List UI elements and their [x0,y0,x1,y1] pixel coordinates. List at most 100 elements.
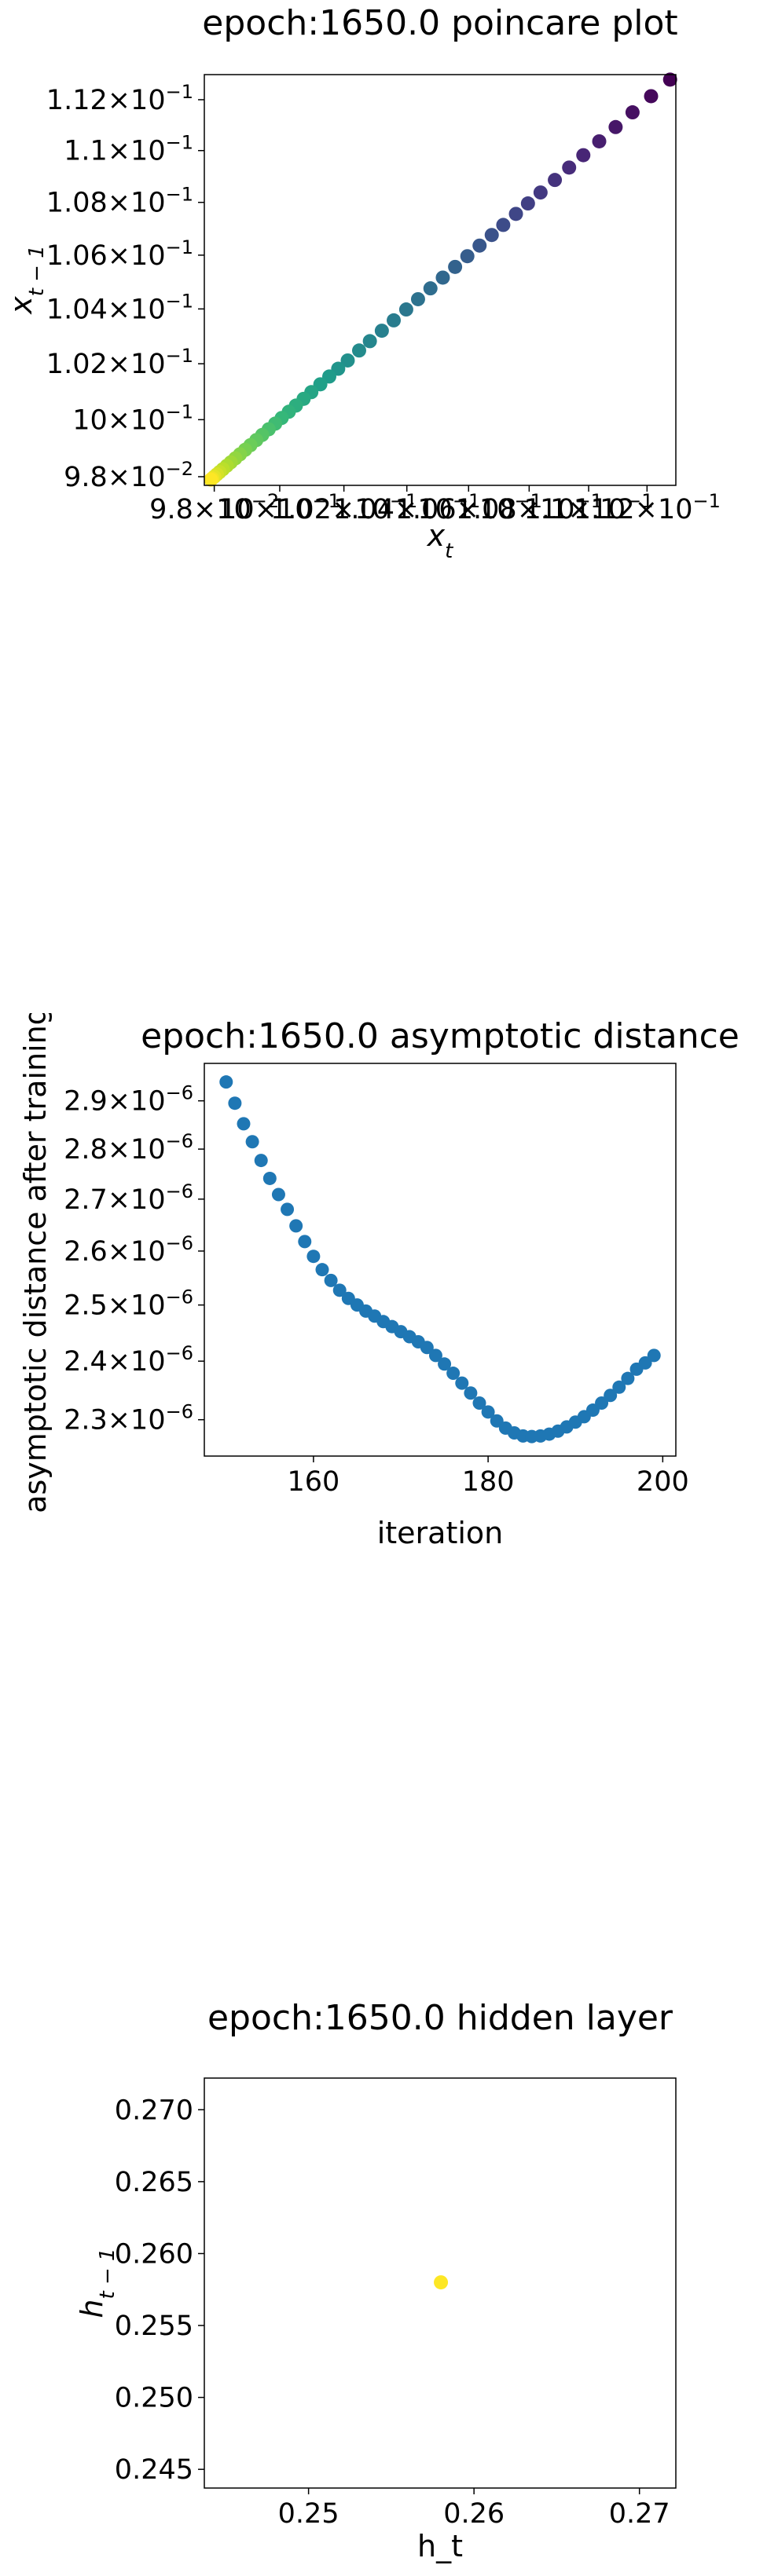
tick-label: 1.1×10−1 [64,132,193,167]
scatter-point [423,281,438,296]
x-axis-label: xt [427,518,454,563]
scatter-point [428,1348,442,1363]
scatter-point [481,1405,495,1419]
y-ticks: 0.245 0.250 0.255 0.260 0.265 0.270 [115,2095,204,2486]
scatter-point [647,1348,661,1363]
scatter-point [446,1367,461,1381]
x-axis-label: h_t [417,2529,463,2563]
scatter-point [281,1202,295,1217]
tick-label: 1.12×10−1 [574,490,721,525]
tick-label: 2.4×10−6 [64,1342,193,1378]
x-ticks: 160 180 200 [287,1456,689,1498]
tick-label: 1.1×10−1 [524,490,654,525]
scatter-point [254,1154,268,1168]
scatter-point [621,1371,635,1385]
scatter-point [228,1096,242,1111]
tick-label: 0.26 [443,2498,505,2530]
tick-label: 1.06×10−1 [395,490,542,525]
scatter-point [245,1135,259,1149]
tick-label: 2.3×10−6 [64,1401,193,1436]
asymptotic-distance-chart: epoch:1650.0 asymptotic distance 160 180 2… [18,1013,739,1550]
scatter-point [472,238,487,253]
scatter-point [237,1117,251,1131]
scatter-point [625,105,640,120]
scatter-point [324,1273,338,1287]
y-ticks: 2.3×10−6 2.4×10−6 2.5×10−6 2.6×10−6 2.7×10−6… [64,1082,204,1436]
scatter-point [464,1386,478,1400]
scatter-point [595,1396,609,1411]
scatter-point [472,1396,486,1411]
tick-label: 1.04×10−1 [333,490,480,525]
scatter-point [638,1356,652,1370]
tick-label: 200 [637,1466,689,1498]
chart-title: epoch:1650.0 poincare plot [202,3,677,43]
scatter-point [435,270,450,285]
tick-label: 1.06×10−1 [46,236,193,272]
scatter-point [496,218,511,232]
scatter-point [410,291,425,306]
scatter-point [315,1263,329,1277]
scatter-point [340,353,355,368]
plot-frame [204,74,677,486]
tick-label: 0.265 [115,2167,193,2198]
scatter-point [332,1283,347,1297]
scatter-point [662,72,677,87]
tick-label: 1.02×10−1 [46,345,193,380]
scatter-point [387,313,402,327]
scatter-point [306,1250,321,1264]
scatter-point [604,1389,618,1403]
scatter-point [351,343,366,358]
x-axis-label: iteration [377,1516,504,1550]
tick-label: 180 [462,1466,515,1498]
tick-label: 0.27 [609,2498,670,2530]
tick-label: 9.8×10−2 [64,458,193,493]
scatter-point [612,1380,626,1394]
tick-label: 1.08×10−1 [456,490,603,525]
tick-label: 1.02×10−1 [270,490,417,525]
tick-label: 0.250 [115,2383,193,2414]
plot-area [204,72,677,487]
y-ticks: 9.8×10−2 10×10−1 1.02×10−1 1.04×10−1 1.06×10… [46,81,204,493]
tick-label: 1.08×10−1 [46,184,193,219]
scatter-point [608,119,623,134]
hidden-layer-chart: epoch:1650.0 hidden layer 0.25 0.26 0.27 0… [75,1998,677,2563]
scatter-point [520,196,535,211]
scatter-point [562,160,577,175]
scatter-point [420,1341,434,1355]
scatter-point [219,1075,233,1089]
tick-label: 1.12×10−1 [46,81,193,116]
scatter-point [298,1235,312,1249]
tick-label: 2.7×10−6 [64,1180,193,1216]
scatter-point [448,259,463,274]
scatter-point [262,1171,277,1185]
scatter-point [362,334,377,349]
scatter-point [460,249,475,264]
scatter-point [434,2275,449,2290]
tick-label: 160 [287,1466,339,1498]
tick-label: 0.255 [115,2311,193,2342]
tick-label: 2.9×10−6 [64,1082,193,1118]
scatter-point [644,89,659,104]
scatter-point [374,324,389,338]
plot-frame [204,2077,677,2489]
scatter-point [576,148,591,163]
scatter-point [289,1219,303,1233]
scatter-point [398,302,413,317]
tick-label: 0.245 [115,2454,193,2486]
tick-label: 1.04×10−1 [46,290,193,325]
scatter-point [484,228,499,243]
tick-label: 2.5×10−6 [64,1286,193,1322]
x-ticks: 9.8×10−210×10−11.02×10−11.04×10−11.06×10… [149,485,721,525]
scatter-point [508,207,523,221]
tick-label: 0.260 [115,2238,193,2270]
scatter-point [438,1357,452,1371]
y-axis-label: asymptotic distance after training [18,1013,53,1513]
plot-frame [204,1063,677,1457]
scatter-point [548,173,563,188]
chart-title: epoch:1650.0 hidden layer [207,1998,673,2038]
chart-title: epoch:1650.0 asymptotic distance [141,1016,739,1056]
tick-label: 10×10−1 [219,490,340,525]
scatter-point [592,134,607,148]
plot-area [434,2275,449,2290]
y-axis-label: xt − 1 [4,245,49,315]
